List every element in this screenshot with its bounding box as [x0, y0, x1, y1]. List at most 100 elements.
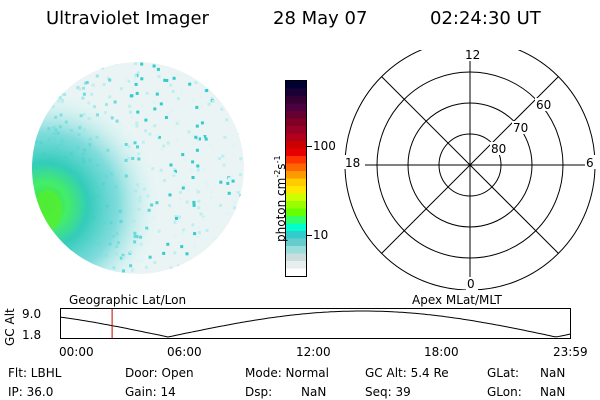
colorbar-tick-100 — [307, 146, 312, 147]
image-pixel — [54, 257, 58, 261]
image-pixel — [50, 252, 54, 256]
image-pixel — [66, 75, 70, 79]
colorbar-band — [286, 216, 306, 225]
image-pixel — [227, 103, 231, 107]
geographic-label: Geographic Lat/Lon — [69, 293, 187, 307]
image-pixel — [247, 67, 248, 70]
image-pixel — [194, 65, 197, 69]
image-pixel — [45, 263, 49, 267]
image-pixel — [234, 114, 237, 118]
colorbar-units-text: photon cm — [274, 177, 288, 242]
image-pixel — [229, 85, 233, 89]
image-pixel — [57, 239, 61, 243]
image-pixel — [199, 73, 203, 77]
timeline-ylabel: GC Alt — [3, 308, 17, 346]
timeline-xtick-4: 23:59 — [553, 345, 588, 359]
image-pixel — [246, 165, 249, 168]
dsp-label: Dsp: — [245, 385, 273, 399]
colorbar-band — [286, 253, 306, 262]
image-pixel — [243, 140, 244, 144]
image-pixel — [241, 256, 244, 260]
image-pixel — [246, 266, 248, 269]
image-pixel — [36, 67, 40, 71]
image-pixel — [230, 81, 234, 85]
timeline-ytick-top: 9.0 — [22, 307, 42, 321]
image-pixel — [107, 270, 111, 274]
image-pixel — [32, 234, 35, 238]
image-pixel — [61, 250, 65, 254]
colorbar-units-sup2: -1 — [273, 155, 282, 164]
colorbar-band — [286, 193, 306, 202]
observation-time: 02:24:30 UT — [430, 8, 541, 29]
image-pixel — [127, 278, 130, 280]
image-pixel — [64, 62, 68, 64]
image-pixel — [29, 110, 32, 113]
image-pixel — [29, 275, 32, 278]
image-pixel — [50, 262, 54, 266]
image-pixel — [241, 78, 244, 82]
image-pixel — [46, 75, 50, 78]
timeline-xtick-0: 00:00 — [59, 345, 94, 359]
observation-date: 28 May 07 — [273, 8, 368, 29]
image-pixel — [241, 248, 244, 251]
image-pixel — [89, 265, 93, 269]
image-pixel — [90, 62, 94, 63]
image-pixel — [226, 83, 229, 87]
image-pixel — [57, 62, 61, 66]
image-pixel — [94, 66, 98, 70]
image-pixel — [245, 158, 248, 161]
colorbar-band — [286, 231, 306, 240]
image-pixel — [210, 245, 214, 249]
colorbar-band — [286, 186, 306, 195]
colorbar-band — [286, 223, 306, 232]
image-pixel — [55, 85, 59, 89]
image-pixel — [180, 65, 184, 69]
image-pixel — [39, 266, 42, 270]
image-pixel — [231, 98, 235, 102]
image-pixel — [32, 199, 33, 203]
image-pixel — [42, 113, 46, 117]
image-pixel — [46, 72, 50, 76]
aurora-bright-spot — [34, 190, 62, 230]
image-pixel — [33, 106, 37, 110]
image-pixel — [230, 270, 234, 274]
timeline-xtick-3: 18:00 — [424, 345, 459, 359]
image-pixel — [233, 222, 237, 225]
colorbar-band — [286, 156, 306, 165]
colorbar-band — [286, 171, 306, 180]
image-pixel — [68, 72, 72, 76]
image-pixel — [63, 262, 66, 266]
image-pixel — [44, 62, 48, 65]
image-pixel — [29, 196, 32, 199]
image-pixel — [32, 134, 36, 138]
image-pixel — [230, 96, 234, 100]
image-pixel — [29, 105, 32, 108]
colorbar-band — [286, 111, 306, 120]
image-pixel — [32, 151, 33, 155]
image-pixel — [32, 235, 35, 239]
image-pixel — [240, 235, 244, 239]
polar-grid: 12 18 6 0 60 70 80 — [343, 50, 597, 290]
image-pixel — [43, 108, 47, 112]
image-pixel — [184, 277, 187, 280]
altitude-curve — [60, 310, 571, 338]
image-pixel — [245, 224, 248, 227]
mlt-label-6: 6 — [586, 156, 594, 170]
image-pixel — [87, 62, 91, 64]
image-pixel — [104, 275, 107, 278]
image-pixel — [41, 66, 45, 70]
colorbar-band — [286, 208, 306, 217]
mlt-label-18: 18 — [345, 156, 360, 170]
colorbar-band — [286, 148, 306, 157]
colorbar-band — [286, 118, 306, 127]
lat-label-60: 60 — [536, 98, 551, 112]
image-pixel — [210, 273, 214, 274]
image-pixel — [32, 100, 35, 104]
image-pixel — [227, 236, 231, 240]
timeline-ytick-bottom: 1.8 — [22, 328, 42, 342]
colorbar-label-10: 10 — [313, 228, 329, 242]
colorbar-band — [286, 88, 306, 97]
colorbar-band — [286, 81, 306, 90]
image-pixel — [198, 273, 202, 274]
colorbar-band — [286, 96, 306, 105]
